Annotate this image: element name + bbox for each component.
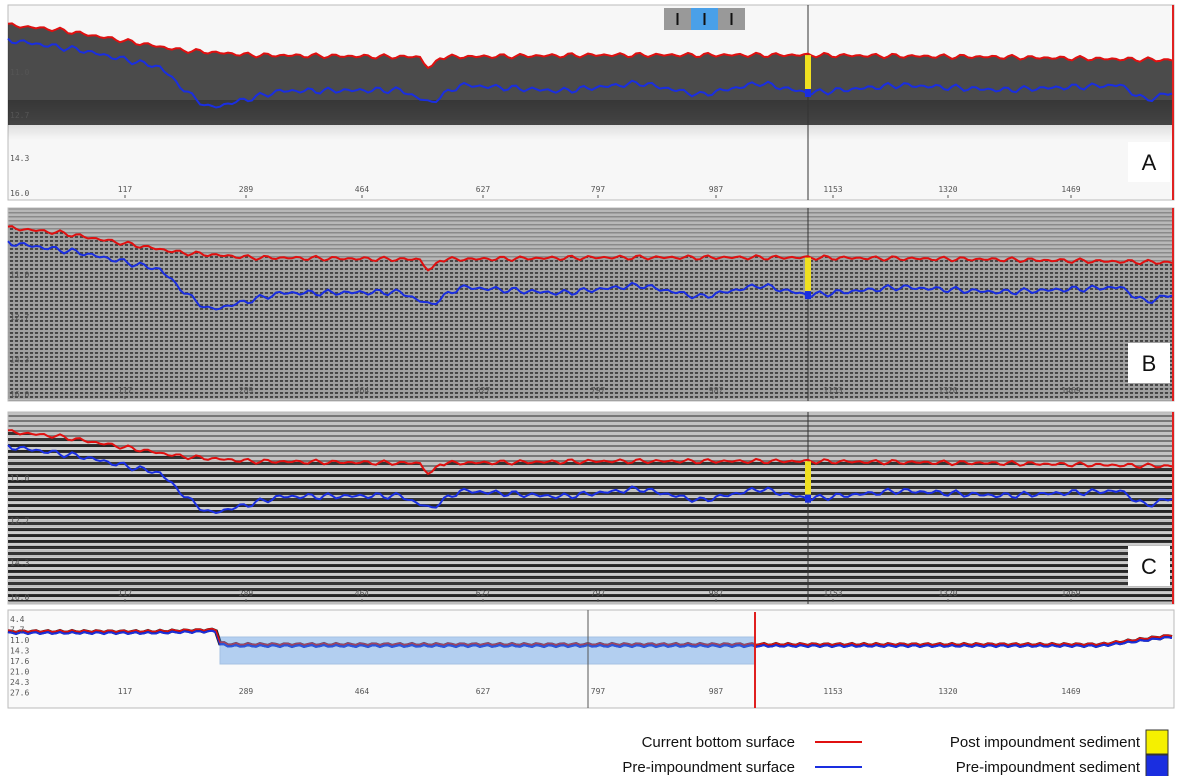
- current-bottom-line: [7, 225, 1173, 272]
- legend-label: Current bottom surface: [642, 734, 795, 751]
- x-label: 289: [239, 386, 254, 395]
- x-label: 797: [591, 386, 606, 395]
- panel-letter: B: [1142, 351, 1157, 376]
- current-bottom-line: [7, 22, 1173, 70]
- x-label: 464: [355, 386, 370, 395]
- depth-label: 14.3: [10, 355, 29, 364]
- noise-fade: [8, 100, 1174, 140]
- depth-label: 11.0: [10, 270, 29, 279]
- x-label: 627: [476, 589, 491, 598]
- x-label: 1153: [823, 185, 842, 194]
- x-label: 464: [355, 185, 370, 194]
- legend-swatch: [1145, 729, 1169, 755]
- x-label: 117: [118, 185, 133, 194]
- overview-depth-label: 4.4: [10, 615, 25, 624]
- depth-label: 12.7: [10, 313, 29, 322]
- toolbar: [664, 8, 745, 30]
- x-label: 117: [118, 386, 133, 395]
- overview-depth-label: 24.3: [10, 678, 29, 687]
- x-label: 1469: [1061, 185, 1080, 194]
- x-label: 1469: [1061, 386, 1080, 395]
- overview-background: [7, 609, 1175, 709]
- depth-label: 12.7: [10, 516, 29, 525]
- x-label: 797: [591, 185, 606, 194]
- x-label: 627: [476, 185, 491, 194]
- overview-x-label: 1153: [823, 687, 842, 696]
- profile-panel: 11.0 12.7 14.3 16.0 117 289 464 627 797 987 1153 13…: [7, 411, 1175, 605]
- depth-label: 14.3: [10, 154, 29, 163]
- sediment-texture: [8, 226, 1172, 400]
- x-label: 987: [709, 589, 724, 598]
- pre-sediment-bar: [805, 494, 811, 503]
- letter-box: [1128, 546, 1170, 586]
- profile-panel: 11.0 12.7 14.3 16.0 117 289 464 627 797 987 1153 13…: [7, 4, 1175, 201]
- pre-impoundment-line: [7, 240, 1173, 311]
- current-bottom-line: [7, 429, 1173, 476]
- overview-selection: [219, 636, 756, 665]
- overview-depth-label: 17.6: [10, 657, 29, 666]
- overview-x-label: 797: [591, 687, 606, 696]
- legend-label: Pre-impoundment surface: [622, 759, 795, 776]
- x-label: 289: [239, 589, 254, 598]
- x-label: 627: [476, 386, 491, 395]
- overview-x-label: 117: [118, 687, 133, 696]
- x-label: 117: [118, 589, 133, 598]
- x-label: 1320: [938, 185, 957, 194]
- depth-label: 11.0: [10, 68, 29, 77]
- panel-letter: A: [1142, 150, 1157, 175]
- pre-sediment-bar: [805, 291, 811, 300]
- legend-swatch: [1145, 754, 1169, 776]
- post-sediment-bar: [805, 461, 811, 495]
- overview-depth-label: 14.3: [10, 647, 29, 656]
- depth-label: 12.7: [10, 111, 29, 120]
- x-label: 289: [239, 185, 254, 194]
- x-label: 1320: [938, 386, 957, 395]
- letter-box: [1128, 343, 1170, 383]
- profile-panel: 11.0 12.7 14.3 16.0 117 289 464 627 797 987 1153 13…: [7, 207, 1175, 402]
- depth-label: 11.0: [10, 474, 29, 483]
- x-label: 797: [591, 589, 606, 598]
- overview-x-label: 987: [709, 687, 724, 696]
- depth-label: 14.3: [10, 559, 29, 568]
- profile-panels: 11.0 12.7 14.3 16.0 117 289 464 627 797 987 1153 13…: [7, 4, 1175, 605]
- overview-x-label: 464: [355, 687, 370, 696]
- overview-depth-label: 7.7: [10, 626, 25, 635]
- post-sediment-bar: [805, 55, 811, 89]
- letter-box: [1128, 142, 1170, 182]
- overview-red: [7, 627, 1173, 646]
- x-label: 1469: [1061, 589, 1080, 598]
- overview-x-label: 289: [239, 687, 254, 696]
- overview-x-label: 627: [476, 687, 491, 696]
- x-label: 1153: [823, 386, 842, 395]
- overview-panel: 4.4 7.711.0 14.317.6 21.024.3 27.6 117 289 464 6…: [7, 609, 1175, 709]
- x-label: 987: [709, 386, 724, 395]
- panel-letter: C: [1141, 554, 1157, 579]
- overview-depth-label: 11.0: [10, 636, 29, 645]
- overview-x-label: 1469: [1061, 687, 1080, 696]
- depth-label: 16.0: [10, 189, 29, 198]
- depth-label: 16.0: [10, 390, 29, 399]
- depth-label: 16.0: [10, 593, 29, 602]
- pre-sediment-bar: [805, 89, 811, 97]
- x-label: 987: [709, 185, 724, 194]
- sediment-texture: [8, 23, 1172, 125]
- sediment-texture: [8, 430, 1172, 602]
- pre-impoundment-line: [7, 444, 1173, 515]
- post-sediment-bar: [805, 257, 811, 292]
- legend: Current bottom surface Pre-impoundment su…: [622, 729, 1169, 776]
- x-label: 1320: [938, 589, 957, 598]
- overview-depth-label: 21.0: [10, 668, 29, 677]
- pre-impoundment-line: [7, 37, 1173, 109]
- overview-depth-label: 27.6: [10, 689, 29, 698]
- overview-x-label: 1320: [938, 687, 957, 696]
- x-label: 464: [355, 589, 370, 598]
- legend-label: Pre-impoundment sediment: [956, 759, 1141, 776]
- legend-label: Post impoundment sediment: [950, 734, 1141, 751]
- overview-blue: [7, 629, 1173, 649]
- x-label: 1153: [823, 589, 842, 598]
